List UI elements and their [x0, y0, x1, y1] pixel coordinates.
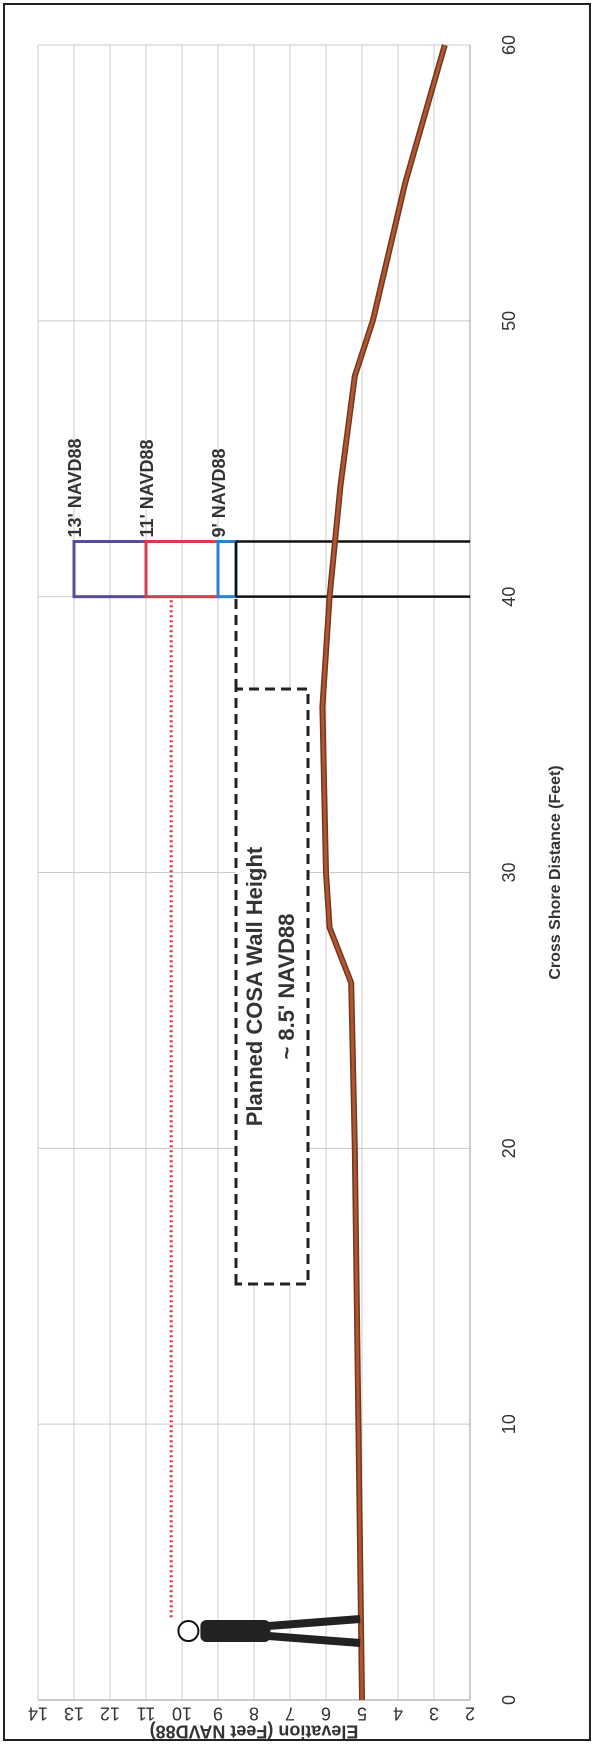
x-tick-label: 30: [499, 862, 519, 882]
x-tick-label: 50: [499, 311, 519, 331]
level-label: 11' NAVD88: [137, 440, 157, 538]
y-axis-title: Elevation (Feet NAVD88): [150, 1721, 359, 1741]
level-label: 9' NAVD88: [209, 449, 229, 538]
person-leg: [268, 1615, 361, 1631]
y-tick-label: 4: [393, 1703, 403, 1723]
person-body: [200, 1620, 271, 1643]
y-tick-label: 8: [249, 1703, 259, 1723]
y-tick-label: 6: [321, 1703, 331, 1723]
y-tick-label: 2: [465, 1703, 475, 1723]
annotation-text: Planned COSA Wall Height: [242, 846, 267, 1126]
ground-line: [320, 44, 447, 1701]
y-tick-label: 11: [137, 1703, 156, 1723]
x-tick-label: 20: [499, 1138, 519, 1158]
annotation-text: ~ 8.5' NAVD88: [274, 913, 299, 1059]
x-tick-label: 40: [499, 587, 519, 607]
annotation-box: [234, 687, 310, 1286]
person-head: [177, 1620, 200, 1643]
y-tick-label: 5: [357, 1703, 367, 1723]
y-tick-label: 12: [100, 1703, 120, 1723]
y-tick-label: 10: [172, 1703, 192, 1723]
x-tick-label: 60: [499, 35, 519, 55]
x-tick-label: 10: [499, 1414, 519, 1434]
y-tick-label: 3: [429, 1703, 439, 1723]
y-tick-label: 14: [28, 1703, 48, 1723]
y-tick-label: 13: [64, 1703, 84, 1723]
y-tick-label: 9: [213, 1703, 223, 1723]
person-leg: [268, 1632, 361, 1648]
x-tick-label: 0: [499, 1695, 519, 1705]
person-figure: [177, 1615, 361, 1648]
y-tick-label: 7: [285, 1703, 295, 1723]
level-label: 13' NAVD88: [65, 439, 85, 538]
level-box: [216, 539, 238, 599]
frame: [3, 3, 591, 1741]
x-axis-title: Cross Shore Distance (Feet): [547, 765, 564, 979]
